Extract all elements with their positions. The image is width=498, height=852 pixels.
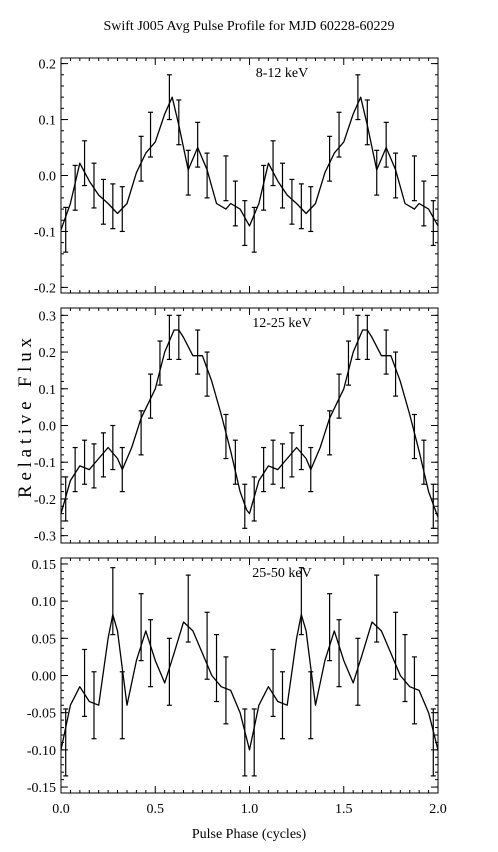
y-tick-label: 0.10: [32, 595, 57, 610]
y-tick-label: 0.1: [39, 383, 57, 398]
y-tick-label: 0.3: [39, 309, 57, 324]
panel-label: 12-25 keV: [252, 316, 312, 331]
profile-curve: [60, 613, 439, 751]
profile-curve: [60, 329, 439, 518]
y-tick-label: 0.1: [39, 114, 57, 129]
y-tick-label: -0.3: [34, 530, 56, 545]
panel-1: -0.2 -0.1 0.0 0.1 0.2 8-12 keV: [34, 57, 439, 296]
y-tick-label: 0.2: [39, 58, 57, 73]
y-tick-label: 0.0: [39, 170, 57, 185]
y-tick-label: -0.15: [27, 781, 56, 796]
panel-frame: [60, 557, 439, 794]
y-tick-label: -0.05: [27, 707, 56, 722]
panel-label: 8-12 keV: [256, 66, 309, 81]
panels-layer: -0.2 -0.1 0.0 0.1 0.2 8-12 keV -0.3 -0.2 -0.1 0.0…: [27, 57, 439, 796]
x-axis-label: Pulse Phase (cycles): [192, 827, 307, 842]
y-tick-label: 0.00: [32, 670, 57, 685]
panel-frame: [60, 307, 439, 544]
panel-3: -0.15 -0.10 -0.05 0.00 0.05 0.10 0.15 25-50 keV: [27, 557, 439, 796]
y-tick-label: -0.2: [34, 493, 56, 508]
x-tick-label: 2.0: [429, 802, 447, 817]
y-tick-label: 0.05: [32, 632, 57, 647]
panel-frame: [60, 57, 439, 294]
y-tick-label: -0.10: [27, 744, 56, 759]
y-axis-label: R e l a t i v e F l u x: [15, 338, 36, 498]
x-tick-label: 1.5: [335, 802, 353, 817]
profile-curve: [60, 96, 439, 231]
panel-label: 25-50 keV: [252, 566, 312, 581]
y-tick-label: -0.1: [34, 225, 56, 240]
y-tick-label: 0.0: [39, 420, 57, 435]
x-axis: 0.0 0.5 1.0 1.5 2.0: [52, 802, 447, 817]
x-tick-label: 0.5: [147, 802, 165, 817]
chart-title: Swift J005 Avg Pulse Profile for MJD 602…: [103, 19, 395, 34]
y-tick-label: -0.1: [34, 456, 56, 471]
y-tick-label: -0.2: [34, 281, 56, 296]
y-tick-label: 0.2: [39, 346, 57, 361]
y-tick-label: 0.15: [32, 558, 57, 573]
x-tick-label: 0.0: [52, 802, 70, 817]
panel-2: -0.3 -0.2 -0.1 0.0 0.1 0.2 0.3 12-25 keV: [34, 307, 439, 545]
x-tick-label: 1.0: [241, 802, 259, 817]
